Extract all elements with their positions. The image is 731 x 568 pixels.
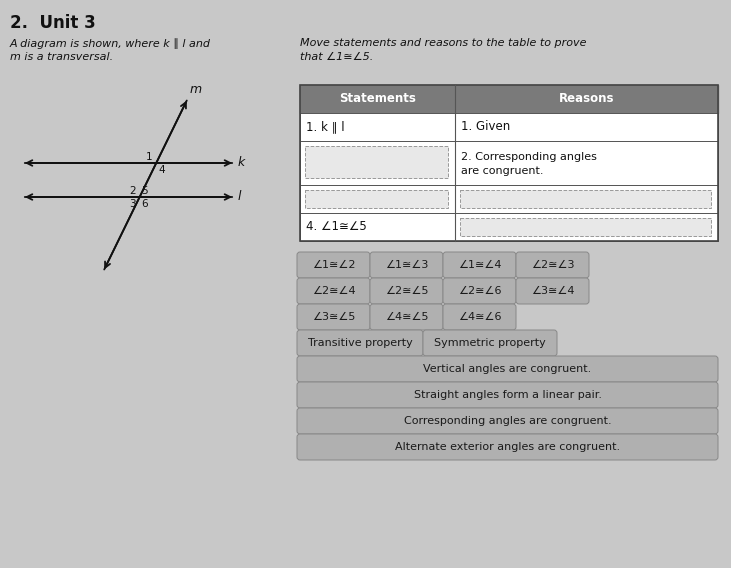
Bar (300, 113, 455, 141)
Bar (300, 185, 455, 213)
Text: ∠1≅∠4: ∠1≅∠4 (458, 260, 501, 270)
FancyBboxPatch shape (516, 278, 589, 304)
Bar (300, 85, 718, 113)
Text: m: m (190, 83, 202, 96)
Bar (455, 141, 718, 185)
FancyBboxPatch shape (423, 330, 557, 356)
FancyBboxPatch shape (297, 382, 718, 408)
Text: Transitive property: Transitive property (308, 338, 412, 348)
FancyBboxPatch shape (297, 408, 718, 434)
FancyBboxPatch shape (297, 356, 718, 382)
FancyBboxPatch shape (370, 304, 443, 330)
FancyBboxPatch shape (305, 146, 448, 178)
Text: k: k (238, 157, 245, 169)
FancyBboxPatch shape (460, 218, 711, 236)
Bar (300, 141, 455, 185)
Text: Move statements and reasons to the table to prove: Move statements and reasons to the table… (300, 38, 586, 48)
Text: Straight angles form a linear pair.: Straight angles form a linear pair. (414, 390, 602, 400)
FancyBboxPatch shape (460, 190, 711, 208)
FancyBboxPatch shape (370, 252, 443, 278)
Text: ∠3≅∠5: ∠3≅∠5 (312, 312, 355, 322)
Text: Vertical angles are congruent.: Vertical angles are congruent. (423, 364, 591, 374)
Text: ∠2≅∠4: ∠2≅∠4 (311, 286, 355, 296)
Text: 1. k ∥ l: 1. k ∥ l (306, 120, 344, 133)
Bar (455, 213, 718, 241)
Text: ∠3≅∠4: ∠3≅∠4 (531, 286, 575, 296)
Bar (455, 113, 718, 141)
Text: Statements: Statements (339, 93, 416, 106)
Text: that ∠1≅∠5.: that ∠1≅∠5. (300, 52, 374, 62)
Text: ∠2≅∠3: ∠2≅∠3 (531, 260, 575, 270)
Text: m is a transversal.: m is a transversal. (10, 52, 113, 62)
Bar (300, 213, 455, 241)
Text: Alternate exterior angles are congruent.: Alternate exterior angles are congruent. (395, 442, 620, 452)
Text: ∠1≅∠2: ∠1≅∠2 (311, 260, 355, 270)
Bar (300, 85, 718, 241)
Bar (455, 185, 718, 213)
Text: ∠2≅∠6: ∠2≅∠6 (458, 286, 501, 296)
Text: 4. ∠1≅∠5: 4. ∠1≅∠5 (306, 220, 367, 233)
Text: 4: 4 (158, 165, 165, 175)
Text: Reasons: Reasons (558, 93, 614, 106)
Text: l: l (238, 190, 241, 203)
Text: Symmetric property: Symmetric property (434, 338, 546, 348)
Text: ∠4≅∠6: ∠4≅∠6 (458, 312, 501, 322)
FancyBboxPatch shape (370, 278, 443, 304)
Text: 1: 1 (145, 152, 152, 162)
FancyBboxPatch shape (443, 252, 516, 278)
Text: are congruent.: are congruent. (461, 166, 544, 176)
FancyBboxPatch shape (443, 278, 516, 304)
FancyBboxPatch shape (297, 434, 718, 460)
Text: Corresponding angles are congruent.: Corresponding angles are congruent. (404, 416, 611, 426)
Text: 2. Corresponding angles: 2. Corresponding angles (461, 152, 597, 162)
Text: ∠1≅∠3: ∠1≅∠3 (385, 260, 428, 270)
FancyBboxPatch shape (297, 304, 370, 330)
Text: 5: 5 (142, 186, 148, 196)
Text: ∠2≅∠5: ∠2≅∠5 (385, 286, 428, 296)
Text: 1. Given: 1. Given (461, 120, 510, 133)
Text: A diagram is shown, where k ∥ l and: A diagram is shown, where k ∥ l and (10, 38, 211, 49)
FancyBboxPatch shape (516, 252, 589, 278)
Text: 3: 3 (129, 199, 136, 209)
Text: 2.  Unit 3: 2. Unit 3 (10, 14, 96, 32)
Text: ∠4≅∠5: ∠4≅∠5 (385, 312, 428, 322)
FancyBboxPatch shape (297, 252, 370, 278)
FancyBboxPatch shape (297, 278, 370, 304)
Text: 6: 6 (142, 199, 148, 209)
FancyBboxPatch shape (443, 304, 516, 330)
FancyBboxPatch shape (297, 330, 423, 356)
FancyBboxPatch shape (305, 190, 448, 208)
Text: 2: 2 (129, 186, 136, 196)
